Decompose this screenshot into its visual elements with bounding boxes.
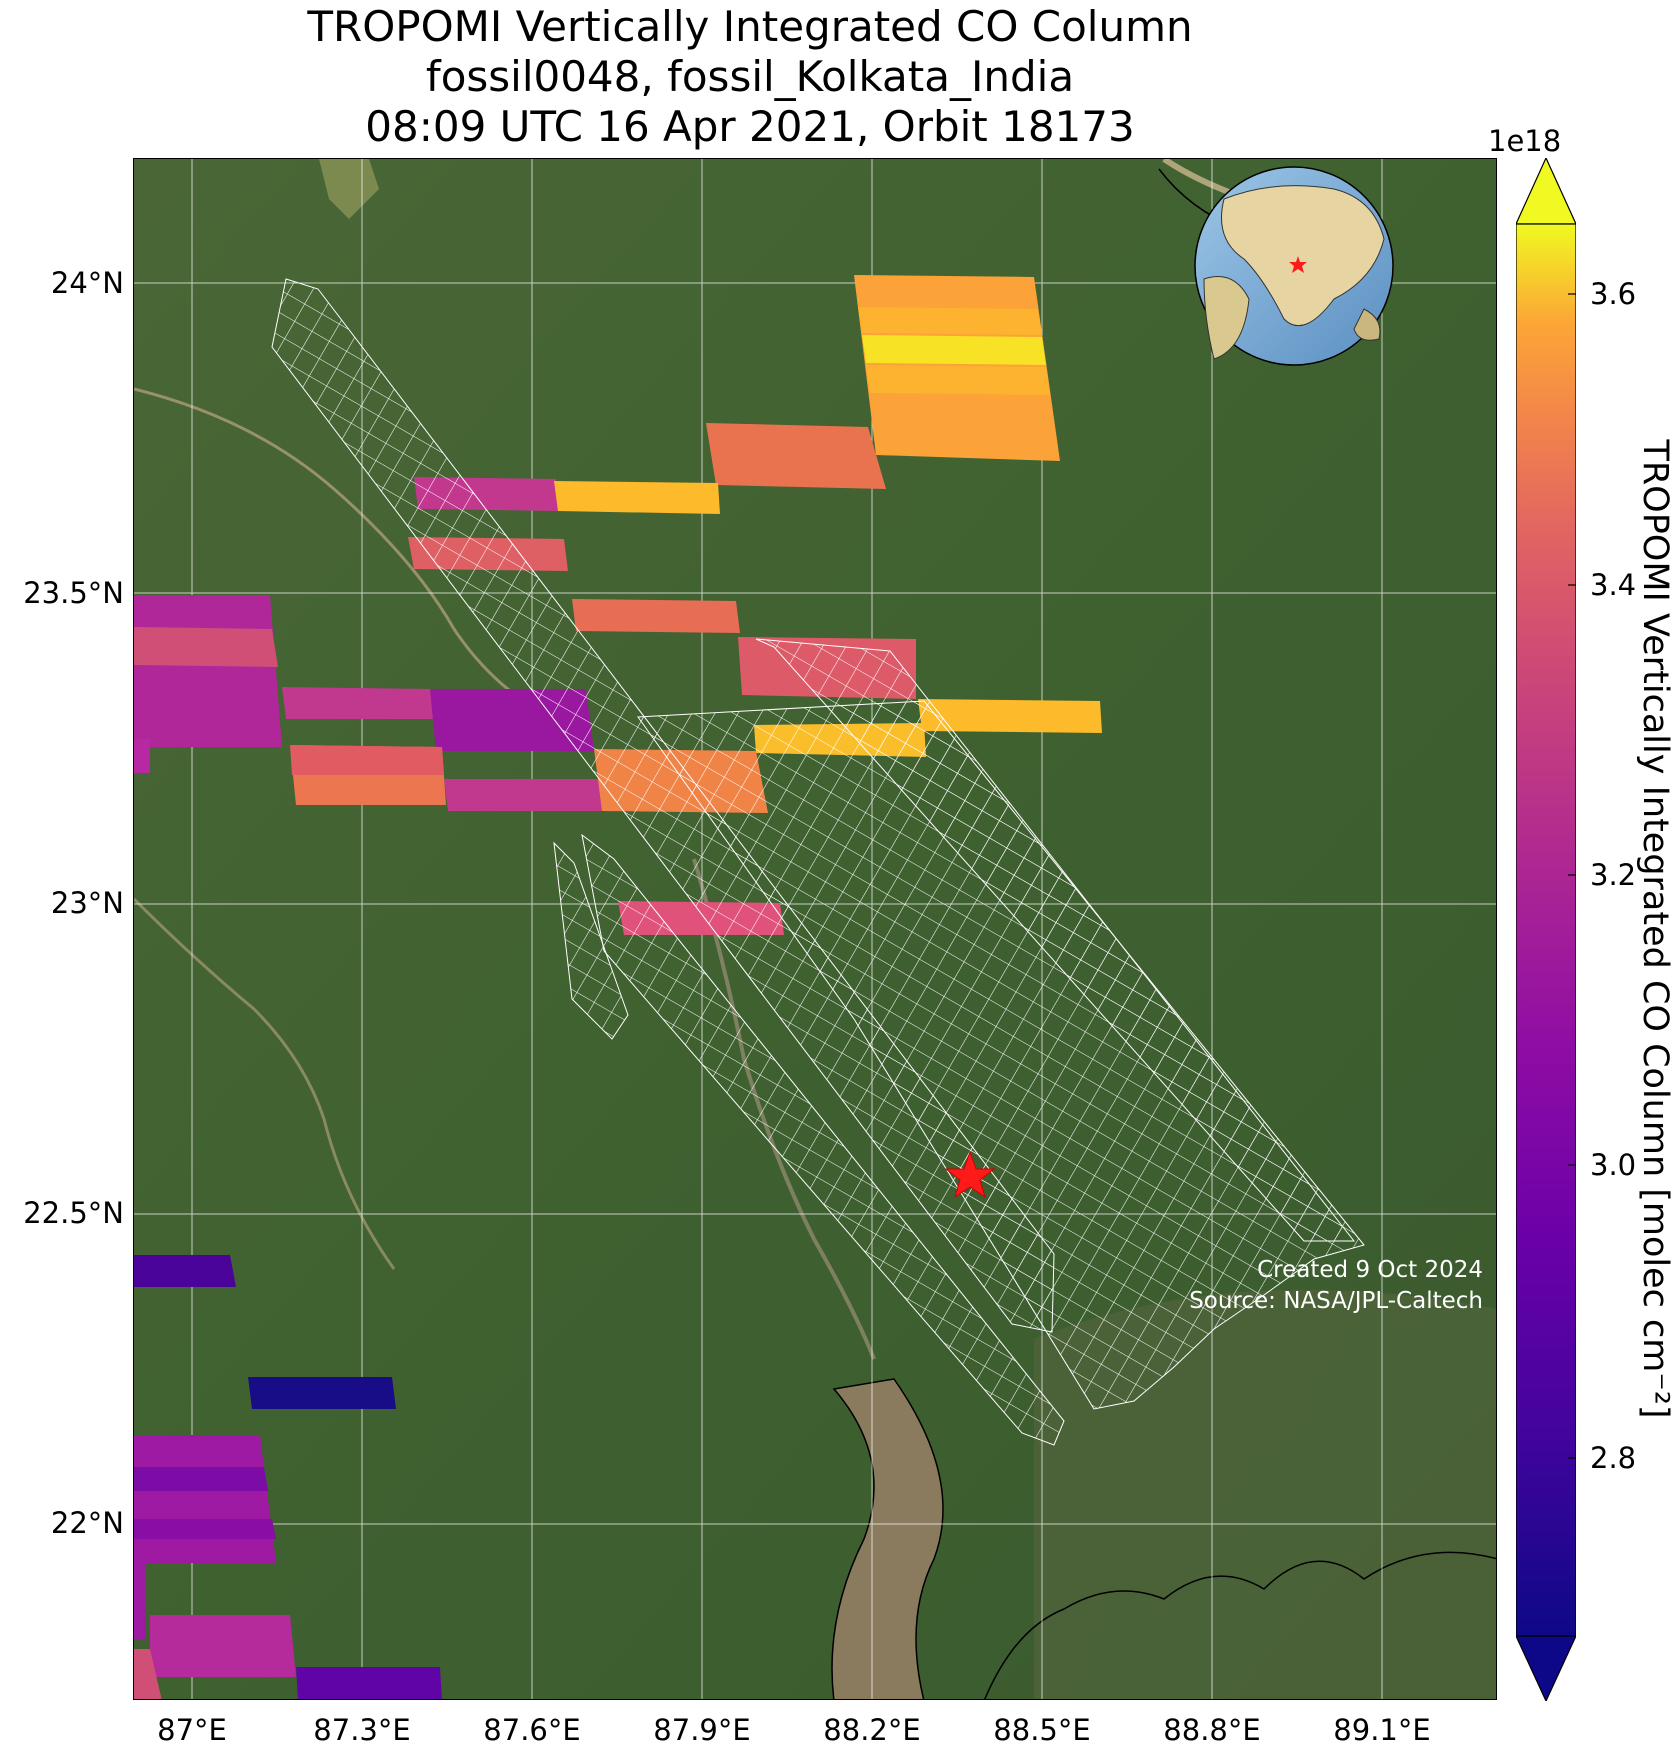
- y-tick-label: 22.5°N: [23, 1196, 124, 1230]
- co-pixel: [150, 1615, 296, 1677]
- colorbar: [1515, 156, 1577, 1703]
- colorbar-tick-label: 3.6: [1590, 277, 1637, 311]
- colorbar-max-extend: [1515, 156, 1577, 225]
- x-tick-label: 89.1°E: [1333, 1713, 1431, 1747]
- colorbar-gradient: [1515, 223, 1577, 1637]
- y-tick-label: 24°N: [50, 266, 124, 300]
- y-tick-label: 23.5°N: [23, 576, 124, 610]
- inset-globe: [1194, 166, 1394, 366]
- colorbar-min-extend: [1515, 1635, 1577, 1703]
- co-pixel: [290, 745, 444, 775]
- co-pixel: [572, 599, 740, 633]
- co-pixel: [918, 699, 1102, 733]
- estuary: [831, 1378, 944, 1699]
- footprint-swath: [581, 833, 1065, 1446]
- x-tick-label: 87°E: [157, 1713, 227, 1747]
- y-tick-label: 22°N: [50, 1506, 124, 1540]
- x-tick-label: 88.8°E: [1163, 1713, 1261, 1747]
- title-line-3: 08:09 UTC 16 Apr 2021, Orbit 18173: [365, 102, 1135, 151]
- co-pixel: [134, 1649, 162, 1699]
- data-source: Source: NASA/JPL-Caltech: [1189, 1288, 1483, 1314]
- colorbar-tick-label: 3.4: [1590, 568, 1637, 602]
- globe-landmass: [1203, 276, 1250, 360]
- terrain-patch: [319, 159, 379, 219]
- delta-region: [1034, 1289, 1496, 1699]
- colorbar-tick-label: 3.2: [1590, 858, 1637, 892]
- co-pixel: [134, 627, 278, 667]
- co-pixel: [706, 423, 886, 489]
- co-pixel: [134, 1557, 146, 1639]
- co-pixel: [296, 1667, 442, 1699]
- globe-landmass: [1221, 185, 1385, 327]
- title-line-1: TROPOMI Vertically Integrated CO Column: [307, 2, 1193, 51]
- footprint-swath: [637, 700, 1365, 1410]
- footprint-swaths: [271, 278, 1365, 1446]
- co-pixel: [858, 307, 1042, 335]
- x-tick-label: 88.2°E: [823, 1713, 921, 1747]
- co-pixel: [554, 481, 720, 514]
- map-panel[interactable]: [133, 158, 1497, 1700]
- footprint-swath: [553, 841, 629, 1040]
- globe-landmass: [1353, 308, 1381, 341]
- map-canvas: [134, 159, 1496, 1699]
- co-pixel: [134, 1435, 276, 1563]
- y-tick-label: 23°N: [50, 886, 124, 920]
- footprint-swath: [755, 638, 1356, 1242]
- co-pixel: [248, 1377, 396, 1409]
- colorbar-graphic: [1515, 156, 1577, 1703]
- inset-target-star: [1289, 256, 1307, 273]
- co-pixel: [862, 335, 1046, 365]
- co-pixel: [134, 1255, 236, 1287]
- x-tick-label: 87.3°E: [313, 1713, 411, 1747]
- x-tick-label: 88.5°E: [993, 1713, 1091, 1747]
- co-pixel: [134, 1467, 268, 1491]
- colorbar-label: TROPOMI Vertically Integrated CO Column …: [1635, 439, 1675, 1419]
- colorbar-tick-label: 3.0: [1590, 1148, 1637, 1182]
- credit-text: Created 9 Oct 2024 Source: NASA/JPL-Calt…: [1189, 1255, 1483, 1317]
- target-star-marker[interactable]: [944, 1150, 996, 1199]
- co-pixel: [134, 595, 282, 747]
- river: [134, 387, 555, 721]
- coastline: [984, 1551, 1496, 1699]
- co-pixel: [444, 779, 604, 811]
- title-line-2: fossil0048, fossil_Kolkata_India: [425, 52, 1075, 101]
- colorbar-exponent: 1e18: [1488, 124, 1562, 158]
- x-tick-label: 87.6°E: [483, 1713, 581, 1747]
- co-pixel: [134, 1519, 276, 1539]
- co-pixel: [282, 687, 436, 719]
- created-date: Created 9 Oct 2024: [1257, 1257, 1483, 1283]
- co-pixel: [866, 365, 1050, 395]
- co-pixels: [134, 275, 1102, 1699]
- colorbar-tick-label: 2.8: [1590, 1441, 1637, 1475]
- x-tick-label: 87.9°E: [653, 1713, 751, 1747]
- co-pixel: [134, 739, 150, 773]
